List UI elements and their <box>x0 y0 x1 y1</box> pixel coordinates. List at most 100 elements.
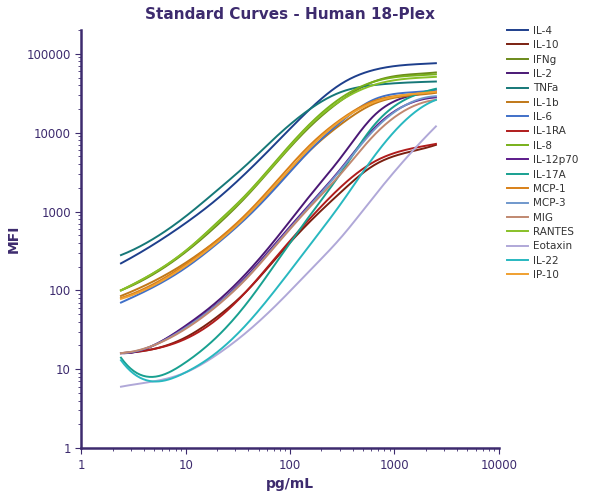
IL-17A <box>117 355 124 361</box>
IL-10 <box>176 337 183 343</box>
Eotaxin <box>432 124 440 129</box>
IL-8 <box>130 281 137 287</box>
Line: IL-8: IL-8 <box>121 74 436 290</box>
MIG <box>201 312 208 318</box>
MIG <box>130 349 137 355</box>
MCP-3 <box>432 93 440 99</box>
TNFa <box>117 252 124 258</box>
MCP-1 <box>136 288 143 294</box>
IFNg <box>405 72 412 78</box>
IL-22 <box>117 357 124 363</box>
IL-12p70 <box>138 347 145 353</box>
IL-10 <box>130 349 137 355</box>
IFNg <box>136 279 143 285</box>
IL-6 <box>117 300 124 306</box>
IP-10 <box>432 89 440 95</box>
IL-22 <box>152 378 159 384</box>
TNFa <box>432 79 440 85</box>
IL-17A <box>432 86 440 92</box>
IL-17A <box>178 363 185 369</box>
IL-17A <box>203 344 210 350</box>
Eotaxin <box>201 360 208 366</box>
Y-axis label: MFI: MFI <box>7 225 21 253</box>
Title: Standard Curves - Human 18-Plex: Standard Curves - Human 18-Plex <box>145 7 435 22</box>
TNFa <box>176 218 183 224</box>
IL-2 <box>418 91 425 97</box>
MCP-1 <box>130 290 137 296</box>
IL-1b <box>417 92 424 98</box>
Line: IL-6: IL-6 <box>121 90 436 303</box>
IL-1RA <box>130 349 137 355</box>
IL-4 <box>417 61 424 67</box>
IL-1RA <box>201 325 208 331</box>
IL-1RA <box>417 144 424 150</box>
Eotaxin <box>176 372 183 378</box>
IL-1b <box>136 285 143 291</box>
TNFa <box>136 244 143 249</box>
Line: MCP-1: MCP-1 <box>121 92 436 298</box>
MIG <box>417 101 424 107</box>
IL-1RA <box>176 339 183 345</box>
IL-22 <box>432 97 440 103</box>
MIG <box>176 330 183 336</box>
Line: IL-2: IL-2 <box>121 92 436 353</box>
IL-12p70 <box>203 309 210 315</box>
Line: IL-1RA: IL-1RA <box>121 144 436 353</box>
MIG <box>117 350 124 356</box>
IL-2 <box>432 89 440 95</box>
IL-1b <box>176 263 183 269</box>
RANTES <box>130 281 137 287</box>
IL-1b <box>432 90 440 96</box>
Line: IL-4: IL-4 <box>121 63 436 263</box>
MCP-1 <box>117 295 124 301</box>
RANTES <box>432 74 440 80</box>
TNFa <box>417 79 424 85</box>
IL-12p70 <box>119 350 126 356</box>
Line: MCP-3: MCP-3 <box>121 96 436 353</box>
IL-1RA <box>117 350 124 356</box>
Line: IFNg: IFNg <box>121 72 436 290</box>
Legend: IL-4, IL-10, IFNg, IL-2, TNFa, IL-1b, IL-6, IL-1RA, IL-8, IL-12p70, IL-17A, MCP-: IL-4, IL-10, IFNg, IL-2, TNFa, IL-1b, IL… <box>503 22 583 284</box>
IL-17A <box>136 372 143 377</box>
IL-10 <box>136 349 143 355</box>
IL-8 <box>405 73 412 79</box>
IL-1RA <box>432 141 440 147</box>
RANTES <box>405 76 412 82</box>
IL-12p70 <box>117 350 124 356</box>
IL-2 <box>117 350 124 356</box>
IL-8 <box>417 72 424 78</box>
IL-22 <box>178 372 185 377</box>
IL-12p70 <box>418 97 425 103</box>
IP-10 <box>417 90 424 96</box>
IL-8 <box>432 71 440 77</box>
IL-2 <box>120 350 127 356</box>
IL-1RA <box>136 348 143 354</box>
IL-10 <box>201 323 208 329</box>
Eotaxin <box>130 381 137 387</box>
IL-6 <box>417 89 424 95</box>
IFNg <box>201 233 208 239</box>
IL-6 <box>432 87 440 93</box>
IL-10 <box>417 146 424 152</box>
IL-6 <box>405 90 412 96</box>
MCP-1 <box>201 247 208 253</box>
MIG <box>136 347 143 353</box>
IL-6 <box>176 269 183 275</box>
IL-4 <box>201 206 208 212</box>
IP-10 <box>176 267 183 273</box>
IL-12p70 <box>132 349 139 355</box>
IL-4 <box>130 253 137 259</box>
IP-10 <box>117 296 124 302</box>
IL-6 <box>201 250 208 256</box>
IL-1b <box>201 247 208 252</box>
IL-1b <box>405 93 412 99</box>
Eotaxin <box>405 152 412 158</box>
IL-17A <box>130 368 137 374</box>
MIG <box>405 105 412 111</box>
MIG <box>432 97 440 103</box>
MCP-1 <box>405 92 412 98</box>
MCP-3 <box>201 311 208 317</box>
RANTES <box>417 75 424 81</box>
IL-22 <box>418 104 425 110</box>
MCP-1 <box>176 265 183 271</box>
